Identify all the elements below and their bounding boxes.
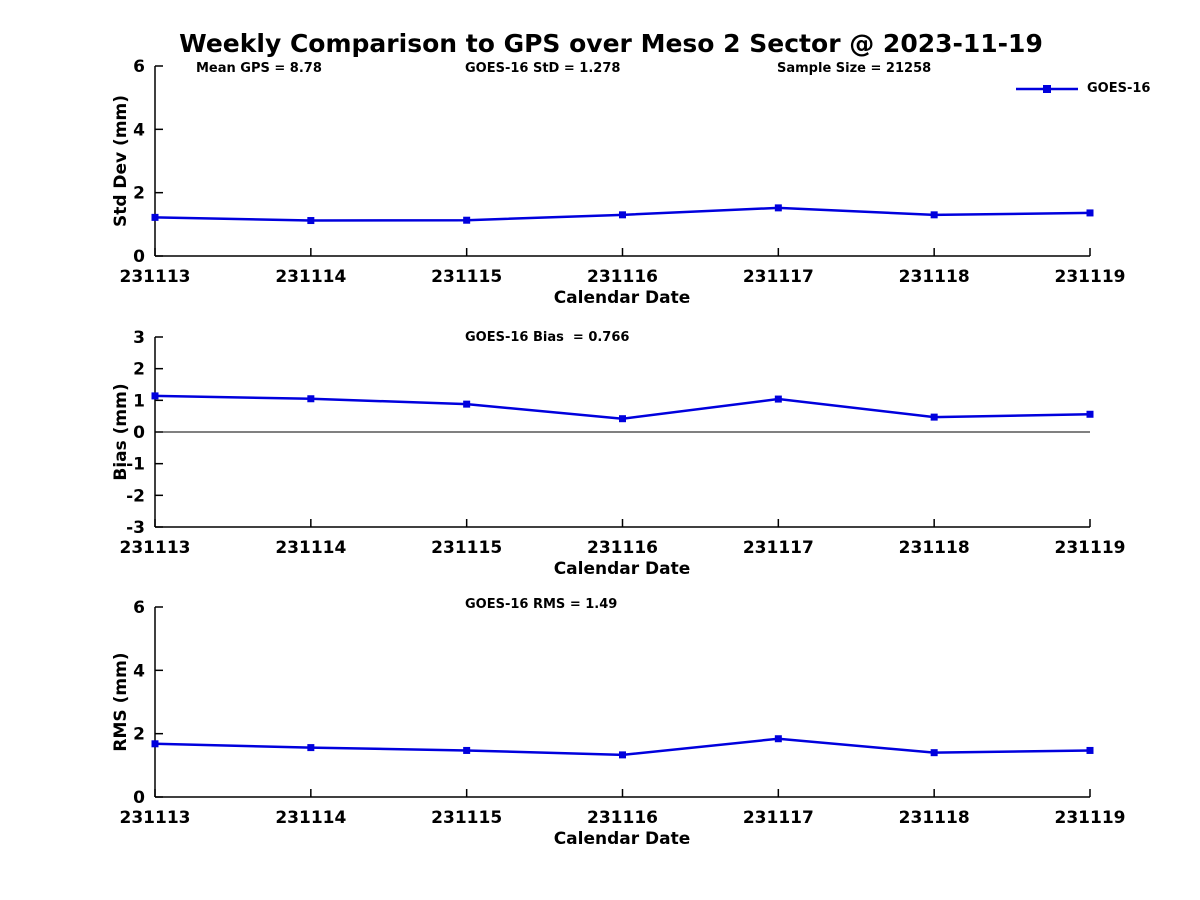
data-point-marker: [463, 746, 471, 754]
y-tick-label: 6: [133, 57, 145, 77]
figure-title: Weekly Comparison to GPS over Meso 2 Sec…: [179, 29, 1043, 58]
x-tick-label: 231118: [899, 267, 970, 287]
plot-std-dev: 0 2 4 6 231113 231114 231115 231116 231117 231118…: [120, 57, 1126, 287]
data-point-marker: [151, 213, 159, 221]
data-point-marker: [774, 204, 782, 212]
legend: GOES-16: [1016, 81, 1150, 96]
plot-rms: 0 2 4 6 231113 231114 231115 231116 231117 231118…: [120, 598, 1126, 828]
x-tick-label: 231115: [431, 267, 502, 287]
y-tick-label: 6: [133, 598, 145, 618]
stat-goes16-bias: GOES-16 Bias = 0.766: [465, 330, 630, 345]
data-point-marker: [307, 744, 315, 752]
y-tick-label: -1: [126, 455, 145, 475]
stat-goes16-std: GOES-16 StD = 1.278: [465, 61, 621, 76]
x-tick-label: 231117: [743, 808, 814, 828]
y-tick-label: 2: [133, 725, 145, 745]
x-tick-label: 231114: [275, 267, 346, 287]
x-tick-label: 231116: [587, 538, 658, 558]
stat-goes16-rms: GOES-16 RMS = 1.49: [465, 597, 618, 612]
stat-sample-size: Sample Size = 21258: [777, 61, 932, 76]
x-tick-label: 231118: [899, 808, 970, 828]
x-tick-label: 231115: [431, 538, 502, 558]
data-point-marker: [930, 749, 938, 757]
data-point-marker: [1086, 410, 1094, 418]
data-point-marker: [930, 413, 938, 421]
xlabel-rms: Calendar Date: [553, 829, 691, 849]
data-point-marker: [619, 211, 626, 219]
legend-line-marker-icon: [1016, 84, 1078, 93]
data-point-marker: [619, 751, 626, 759]
y-tick-label: 0: [133, 247, 145, 267]
legend-label: GOES-16: [1087, 81, 1151, 96]
data-point-marker: [1086, 746, 1094, 754]
data-point-marker: [151, 740, 159, 748]
y-tick-label: 4: [133, 661, 145, 681]
y-tick-label: -3: [126, 518, 145, 538]
stat-mean-gps: Mean GPS = 8.78: [196, 61, 322, 76]
data-point-marker: [774, 395, 782, 403]
x-tick-label: 231119: [1055, 538, 1126, 558]
y-tick-label: 0: [133, 423, 145, 443]
x-tick-label: 231114: [275, 808, 346, 828]
xlabel-bias: Calendar Date: [553, 559, 691, 579]
data-point-marker: [1086, 209, 1094, 217]
x-tick-label: 231116: [587, 808, 658, 828]
y-tick-label: 2: [133, 184, 145, 204]
y-tick-label: 0: [133, 788, 145, 808]
data-point-marker: [151, 392, 159, 400]
y-tick-label: 1: [133, 391, 145, 411]
x-tick-label: 231113: [120, 808, 191, 828]
x-tick-label: 231116: [587, 267, 658, 287]
data-point-marker: [307, 395, 315, 403]
data-point-marker: [307, 217, 315, 225]
x-tick-label: 231115: [431, 808, 502, 828]
x-tick-label: 231119: [1055, 267, 1126, 287]
data-point-marker: [774, 735, 782, 743]
y-tick-label: 2: [133, 360, 145, 380]
plot-bias: -3 -2 -1 0 1 2 3 231113 231114 231115 231116 231117…: [120, 328, 1126, 558]
data-point-marker: [463, 216, 471, 224]
x-tick-label: 231114: [275, 538, 346, 558]
data-point-marker: [463, 400, 471, 408]
data-point-marker: [930, 211, 938, 219]
data-point-marker: [619, 415, 626, 423]
y-tick-label: 4: [133, 120, 145, 140]
x-tick-label: 231119: [1055, 808, 1126, 828]
xlabel-std-dev: Calendar Date: [553, 288, 691, 308]
x-tick-label: 231117: [743, 538, 814, 558]
x-tick-label: 231118: [899, 538, 970, 558]
x-tick-label: 231113: [120, 267, 191, 287]
x-tick-label: 231113: [120, 538, 191, 558]
x-tick-label: 231117: [743, 267, 814, 287]
y-tick-label: -2: [126, 486, 145, 506]
y-tick-label: 3: [133, 328, 145, 348]
